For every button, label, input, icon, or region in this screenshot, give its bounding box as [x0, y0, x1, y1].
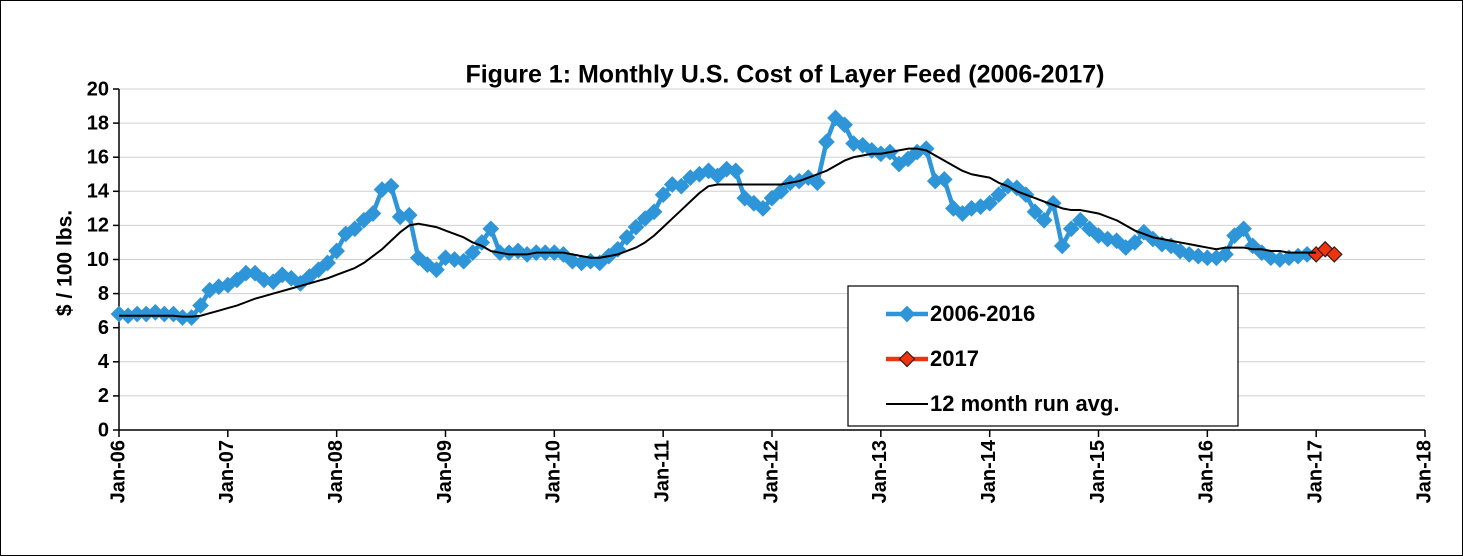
data-point [727, 162, 745, 180]
data-point [355, 211, 373, 229]
data-point [165, 305, 182, 323]
data-point [917, 140, 935, 158]
data-point [618, 228, 636, 246]
data-point [772, 182, 790, 200]
data-point [654, 186, 672, 204]
data-point [455, 252, 472, 270]
data-point [754, 200, 772, 217]
data-point [808, 174, 826, 192]
data-point [945, 200, 962, 217]
data-point [1081, 220, 1098, 238]
data-point [1035, 211, 1053, 229]
x-tick-label: Jan-08 [325, 440, 347, 503]
data-point [981, 194, 999, 212]
data-point [1162, 237, 1180, 255]
data-point [264, 273, 282, 291]
data-point [818, 133, 835, 151]
data-point [1316, 240, 1334, 258]
data-point [346, 220, 364, 238]
x-tick-label: Jan-09 [434, 440, 456, 503]
chart-title: Figure 1: Monthly U.S. Cost of Layer Fee… [465, 61, 1104, 89]
data-point [364, 205, 382, 222]
data-point [192, 297, 209, 314]
data-point [899, 150, 917, 168]
legend-label: 2006-2016 [930, 301, 1035, 326]
y-tick-label: 4 [98, 351, 110, 373]
legend-box [847, 285, 1239, 427]
data-point [1008, 179, 1026, 197]
legend-label: 2017 [930, 346, 979, 371]
data-point [464, 244, 482, 262]
data-point [428, 261, 445, 279]
data-point [990, 186, 1008, 204]
data-point [1226, 227, 1243, 244]
x-tick-label: Jan-12 [760, 440, 782, 503]
data-point [627, 218, 645, 236]
data-point [645, 203, 663, 221]
data-point [400, 206, 418, 224]
y-tick-label: 20 [87, 78, 109, 100]
data-point [1235, 220, 1252, 238]
x-tick-label: Jan-10 [543, 440, 565, 503]
data-point [1217, 246, 1234, 263]
data-point [827, 109, 844, 127]
data-point [246, 264, 264, 282]
data-point [228, 271, 246, 289]
x-tick-label: Jan-17 [1304, 440, 1326, 503]
y-tick-label: 6 [98, 317, 109, 339]
y-tick-label: 2 [98, 385, 109, 407]
data-point [1108, 232, 1125, 250]
x-tick-label: Jan-18 [1413, 440, 1435, 503]
data-point [836, 116, 853, 134]
data-point [482, 220, 500, 238]
y-tick-label: 14 [87, 181, 110, 203]
data-point [319, 254, 336, 272]
data-point [1126, 234, 1144, 251]
data-point [409, 249, 427, 267]
data-point [1026, 203, 1044, 221]
x-tick-label: Jan-06 [107, 440, 129, 503]
data-point [1072, 211, 1089, 229]
data-point [328, 242, 346, 260]
y-tick-label: 8 [98, 283, 109, 305]
data-point [310, 261, 327, 279]
data-point [763, 189, 781, 207]
data-point [672, 177, 690, 195]
legend-marker [898, 305, 916, 323]
y-tick-label: 0 [98, 419, 109, 441]
data-point [636, 210, 654, 227]
data-point [1053, 237, 1071, 255]
y-tick-label: 18 [87, 112, 109, 134]
x-tick-label: Jan-14 [978, 439, 1000, 503]
y-axis-label: $ / 100 lbs. [54, 210, 77, 316]
legend-marker [898, 350, 916, 368]
data-point [1062, 220, 1080, 238]
data-point [935, 171, 953, 188]
y-tick-label: 10 [87, 249, 109, 271]
data-point [736, 189, 754, 207]
series-line [119, 147, 1317, 318]
data-point [1135, 223, 1153, 241]
data-point [591, 254, 609, 272]
y-tick-label: 16 [87, 146, 109, 168]
data-point [1325, 246, 1343, 263]
data-point [709, 167, 726, 185]
x-tick-label: Jan-15 [1087, 440, 1109, 503]
x-tick-label: Jan-11 [651, 440, 673, 502]
x-tick-label: Jan-13 [869, 440, 891, 503]
y-tick-label: 12 [87, 215, 109, 237]
data-point [1171, 242, 1189, 260]
data-point [700, 162, 717, 180]
x-tick-label: Jan-07 [216, 440, 238, 503]
x-tick-label: Jan-16 [1196, 440, 1218, 503]
legend-label: 12 month run avg. [930, 391, 1119, 416]
data-point [473, 234, 491, 251]
data-point [382, 177, 400, 195]
